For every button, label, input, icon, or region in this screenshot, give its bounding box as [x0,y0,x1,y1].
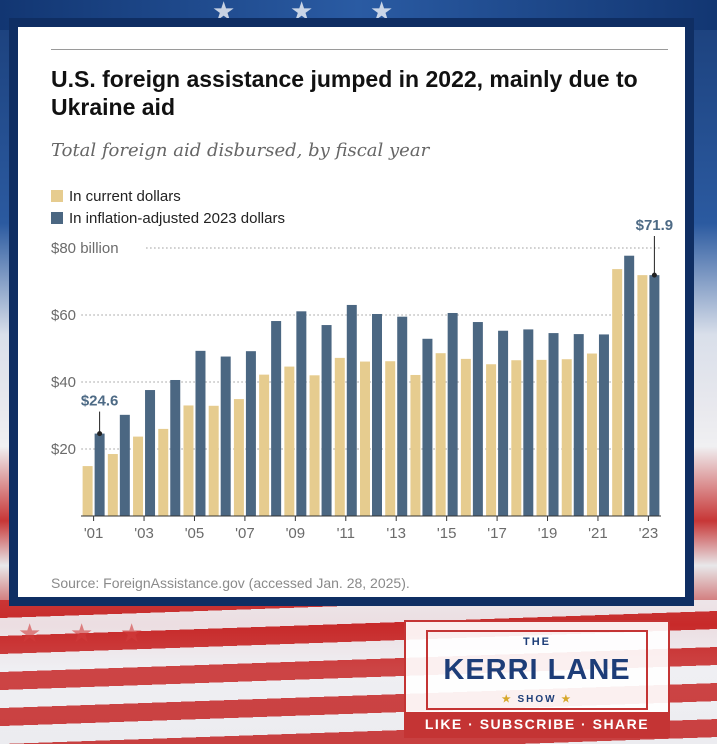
bar-adjusted-2009 [296,311,307,516]
x-tick-label: '23 [639,525,659,542]
star-icon: ★ [556,694,573,705]
legend-swatch-current [51,190,63,202]
chart-subtitle: Total foreign aid disbursed, by fiscal y… [51,140,430,161]
logo-show-label: SHOW [517,694,557,705]
legend-label-current: In current dollars [69,187,181,205]
bar-adjusted-2007 [245,351,256,516]
bar-adjusted-2005 [195,350,206,516]
bar-current-2023 [637,275,648,516]
bar-adjusted-2010 [321,325,332,516]
bar-adjusted-2011 [346,304,357,516]
x-tick-label: '07 [235,525,255,542]
bar-adjusted-2003 [145,390,156,516]
bar-current-2007 [233,399,244,516]
bar-current-2019 [536,359,547,516]
legend-label-adjusted: In inflation-adjusted 2023 dollars [69,209,285,227]
logo-the: THE [523,636,551,648]
bar-adjusted-2001 [94,433,105,516]
chart-card: U.S. foreign assistance jumped in 2022, … [9,18,694,606]
legend-swatch-adjusted [51,212,63,224]
x-tick-label: '19 [538,525,558,542]
bar-current-2020 [561,359,572,516]
show-logo[interactable]: THE KERRI LANE ★ SHOW ★ LIKE · SUBSCRIBE… [404,620,670,738]
bar-adjusted-2012 [372,313,382,516]
legend-item-adjusted: In inflation-adjusted 2023 dollars [51,207,285,229]
bar-current-2013 [385,361,396,516]
star-icon: ★ [120,618,144,648]
y-tick-label: $60 [51,307,76,324]
bar-current-2011 [334,357,345,516]
x-tick-label: '13 [386,525,406,542]
x-tick-label: '11 [337,525,355,542]
bar-current-2005 [183,405,194,516]
bar-current-2002 [107,454,118,516]
bar-current-2003 [133,436,144,516]
bar-current-2010 [309,375,320,516]
bar-adjusted-2004 [170,379,181,516]
bar-current-2009 [284,366,295,516]
x-tick-label: '03 [134,525,154,542]
bar-adjusted-2018 [523,329,534,516]
bar-current-2018 [511,360,522,516]
x-tick-label: '01 [84,525,104,542]
logo-name: KERRI LANE [443,654,631,686]
bar-current-2016 [460,358,471,516]
y-tick-label: $20 [51,441,76,458]
legend: In current dollars In inflation-adjusted… [51,185,285,229]
x-tick-label: '17 [487,525,507,542]
bar-current-2021 [586,353,597,516]
bar-current-2014 [410,374,421,516]
bar-current-2015 [435,353,446,516]
bar-adjusted-2021 [598,334,609,516]
star-icon: ★ [18,618,42,648]
annotation-dot [97,431,103,437]
source-note: Source: ForeignAssistance.gov (accessed … [51,575,410,591]
bar-chart: $20 $40 $60 $80 billion '01 '03 '05 '07 '09 '11 '1… [51,217,674,542]
bar-adjusted-2020 [573,334,584,516]
bar-adjusted-2019 [548,333,559,516]
bar-adjusted-2022 [624,255,635,516]
bar-current-2006 [208,405,219,516]
star-icon: ★ [501,694,518,705]
y-tick-label: $40 [51,374,76,391]
bar-adjusted-2015 [447,312,458,516]
bar-adjusted-2013 [397,316,408,516]
annotation-label: $24.6 [81,393,119,410]
bar-adjusted-2008 [271,321,282,516]
x-tick-label: '15 [437,525,457,542]
bar-current-2012 [360,361,370,516]
bar-current-2004 [158,428,169,516]
chart-title: U.S. foreign assistance jumped in 2022, … [51,66,638,120]
bar-adjusted-2006 [220,356,231,516]
cta-banner[interactable]: LIKE · SUBSCRIBE · SHARE [406,712,668,736]
bar-current-2022 [612,269,623,516]
bar-adjusted-2017 [498,330,509,516]
bar-adjusted-2023 [649,275,660,516]
bar-adjusted-2014 [422,338,433,516]
annotation-label: $71.9 [636,217,674,234]
annotation-dot [651,272,657,278]
top-rule [51,49,668,50]
legend-item-current: In current dollars [51,185,285,207]
logo-frame: THE KERRI LANE ★ SHOW ★ [426,630,648,710]
logo-show: ★ SHOW ★ [428,694,646,705]
star-icon: ★ [70,618,94,648]
y-tick-label: $80 billion [51,240,119,257]
bar-current-2001 [82,466,93,516]
x-tick-label: '05 [185,525,205,542]
x-tick-label: '09 [286,525,306,542]
bar-current-2017 [486,364,497,516]
x-tick-label: '21 [588,525,608,542]
bar-adjusted-2002 [119,414,130,516]
bar-current-2008 [259,374,270,516]
bar-adjusted-2016 [472,322,483,516]
